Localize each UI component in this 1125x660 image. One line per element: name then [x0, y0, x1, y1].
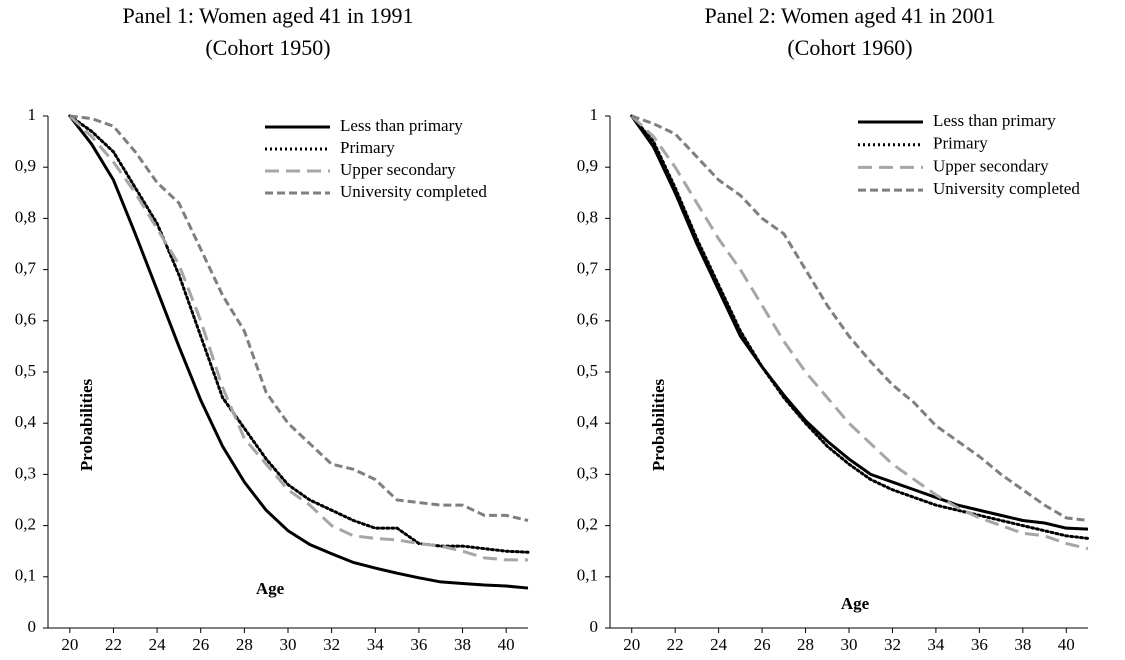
legend-label: Less than primary	[340, 116, 463, 135]
y-tick-label: 0,7	[15, 259, 37, 278]
legend-label: Upper secondary	[933, 156, 1049, 175]
y-tick-label: 0,5	[15, 361, 36, 380]
legend-label: University completed	[933, 179, 1080, 198]
x-axis-label: Age	[256, 579, 285, 598]
x-tick-label: 26	[754, 635, 771, 654]
y-tick-label: 0,6	[577, 310, 598, 329]
legend-label: Primary	[340, 138, 395, 157]
legend-label: Primary	[933, 134, 988, 153]
legend-label: Upper secondary	[340, 160, 456, 179]
series-line	[631, 114, 1089, 522]
y-tick-label: 0,2	[577, 515, 598, 534]
x-tick-label: 40	[498, 635, 515, 654]
x-tick-label: 38	[454, 635, 471, 654]
series-line	[68, 114, 530, 554]
y-tick-label: 0,8	[577, 207, 598, 226]
x-tick-label: 28	[797, 635, 814, 654]
y-tick-label: 0,8	[15, 207, 36, 226]
y-tick-label: 1	[590, 105, 599, 124]
y-tick-label: 0,7	[577, 259, 599, 278]
x-tick-label: 40	[1058, 635, 1075, 654]
legend-label: Less than primary	[933, 111, 1056, 130]
y-tick-label: 0,2	[15, 515, 36, 534]
x-tick-label: 38	[1014, 635, 1031, 654]
x-axis-label: Age	[841, 594, 870, 613]
x-tick-label: 20	[623, 635, 640, 654]
y-tick-label: 1	[28, 105, 37, 124]
series-line	[630, 115, 1089, 531]
x-tick-label: 22	[105, 635, 122, 654]
x-tick-label: 26	[192, 635, 209, 654]
x-tick-label: 30	[841, 635, 858, 654]
x-tick-label: 22	[667, 635, 684, 654]
legend-label: University completed	[340, 182, 487, 201]
series-line	[630, 114, 1090, 540]
chart-subtitle: (Cohort 1960)	[787, 35, 912, 60]
chart-title: Panel 2: Women aged 41 in 2001	[704, 3, 995, 28]
y-tick-label: 0,4	[15, 412, 37, 431]
x-tick-label: 24	[149, 635, 167, 654]
x-tick-label: 24	[710, 635, 728, 654]
y-tick-label: 0,9	[15, 156, 36, 175]
series-line	[630, 114, 1089, 551]
x-tick-label: 36	[971, 635, 988, 654]
x-tick-label: 30	[280, 635, 297, 654]
x-tick-label: 20	[61, 635, 78, 654]
x-tick-label: 36	[410, 635, 427, 654]
y-tick-label: 0,1	[15, 566, 36, 585]
y-tick-label: 0,1	[577, 566, 598, 585]
chart-subtitle: (Cohort 1950)	[205, 35, 330, 60]
chart-title: Panel 1: Women aged 41 in 1991	[122, 3, 413, 28]
y-tick-label: 0,6	[15, 310, 36, 329]
y-tick-label: 0	[28, 617, 37, 636]
series-line	[69, 114, 529, 522]
y-axis-label: Probabilities	[649, 378, 668, 471]
y-tick-label: 0,4	[577, 412, 599, 431]
y-tick-label: 0	[590, 617, 599, 636]
y-tick-label: 0,3	[577, 463, 598, 482]
x-tick-label: 34	[367, 635, 385, 654]
series-line	[68, 114, 528, 562]
x-tick-label: 34	[927, 635, 945, 654]
y-tick-label: 0,3	[15, 463, 36, 482]
y-axis-label: Probabilities	[77, 378, 96, 471]
y-tick-label: 0,9	[577, 156, 598, 175]
x-tick-label: 32	[884, 635, 901, 654]
y-tick-label: 0,5	[577, 361, 598, 380]
x-tick-label: 28	[236, 635, 253, 654]
x-tick-label: 32	[323, 635, 340, 654]
series-line	[68, 115, 529, 590]
